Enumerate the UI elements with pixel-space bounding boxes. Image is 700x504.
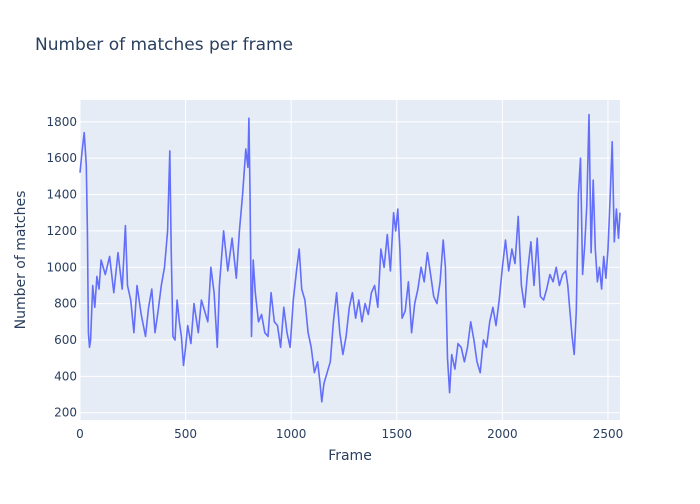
y-tick-label: 1400 <box>46 188 77 202</box>
y-tick-label: 1000 <box>46 260 77 274</box>
x-tick-label: 2000 <box>487 427 518 441</box>
series-line <box>79 113 621 403</box>
chart-title: Number of matches per frame <box>35 35 293 55</box>
y-tick-label: 800 <box>54 297 77 311</box>
x-tick-label: 1000 <box>276 427 307 441</box>
x-tick-label: 0 <box>76 427 84 441</box>
x-tick-label: 1500 <box>382 427 413 441</box>
y-tick-label: 1600 <box>46 151 77 165</box>
y-tick-label: 200 <box>54 406 77 420</box>
y-tick-label: 400 <box>54 369 77 383</box>
y-tick-label: 1800 <box>46 115 77 129</box>
x-tick-label: 500 <box>174 427 197 441</box>
y-axis-label: Number of matches <box>13 191 29 330</box>
x-tick-label: 2500 <box>593 427 624 441</box>
x-axis-ticks: 0 500 1000 1500 2000 2500 <box>76 427 623 441</box>
y-tick-label: 600 <box>54 333 77 347</box>
y-tick-label: 1200 <box>46 224 77 238</box>
y-axis-ticks: 200 400 600 800 1000 1200 1400 1600 1800 <box>46 115 77 420</box>
x-axis-label: Frame <box>328 448 372 464</box>
